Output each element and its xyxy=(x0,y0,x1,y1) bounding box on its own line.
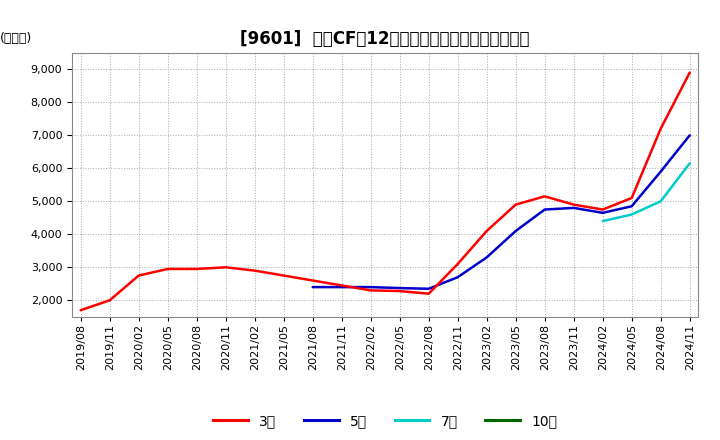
3年 xyxy=(105,297,114,303)
5年 xyxy=(627,204,636,209)
Y-axis label: (百万円): (百万円) xyxy=(0,32,32,45)
3年 xyxy=(279,273,288,278)
3年 xyxy=(424,291,433,297)
3年 xyxy=(541,194,549,199)
3年 xyxy=(454,261,462,267)
7年 xyxy=(685,161,694,166)
3年 xyxy=(570,202,578,207)
3年 xyxy=(251,268,259,273)
3年 xyxy=(657,126,665,131)
3年 xyxy=(598,207,607,212)
5年 xyxy=(308,284,317,290)
7年 xyxy=(627,212,636,217)
5年 xyxy=(598,210,607,216)
5年 xyxy=(424,286,433,291)
3年 xyxy=(366,288,375,293)
5年 xyxy=(454,275,462,280)
3年 xyxy=(76,308,85,313)
7年 xyxy=(657,198,665,204)
5年 xyxy=(657,169,665,174)
3年 xyxy=(308,278,317,283)
5年 xyxy=(395,286,404,291)
3年 xyxy=(511,202,520,207)
3年 xyxy=(135,273,143,278)
7年 xyxy=(598,218,607,224)
5年 xyxy=(541,207,549,212)
5年 xyxy=(366,284,375,290)
3年 xyxy=(627,195,636,201)
3年 xyxy=(482,228,491,234)
5年 xyxy=(685,132,694,138)
3年 xyxy=(685,70,694,75)
5年 xyxy=(482,255,491,260)
3年 xyxy=(192,266,201,271)
3年 xyxy=(338,283,346,288)
Line: 5年: 5年 xyxy=(312,135,690,289)
3年 xyxy=(221,264,230,270)
3年 xyxy=(163,266,172,271)
3年 xyxy=(395,288,404,293)
5年 xyxy=(511,228,520,234)
Line: 3年: 3年 xyxy=(81,73,690,310)
Line: 7年: 7年 xyxy=(603,163,690,221)
5年 xyxy=(338,284,346,290)
Title: [9601]  投賄CFだ12か月移動合計の標準偏差の推移: [9601] 投賄CFだ12か月移動合計の標準偏差の推移 xyxy=(240,30,530,48)
5年 xyxy=(570,205,578,210)
Legend: 3年, 5年, 7年, 10年: 3年, 5年, 7年, 10年 xyxy=(207,408,563,433)
